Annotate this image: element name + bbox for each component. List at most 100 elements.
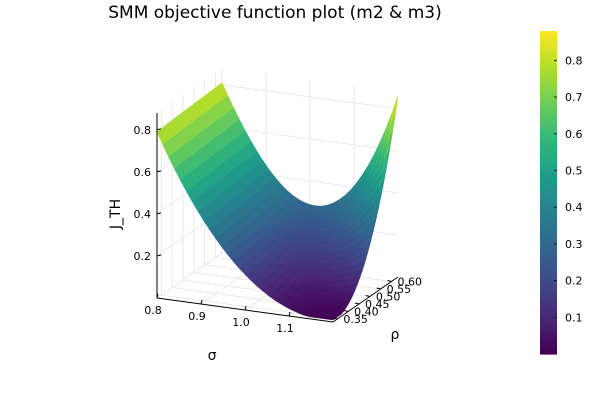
colorbar-segment [540, 235, 557, 239]
colorbar-segment [540, 200, 557, 204]
colorbar-segment [540, 119, 557, 124]
colorbar-segment [540, 31, 557, 35]
colorbar-segment [540, 135, 557, 140]
colorbar-segment [540, 351, 557, 355]
colorbar-segment [540, 87, 557, 91]
colorbar-segment [540, 189, 557, 194]
z-tick-mark [156, 128, 162, 131]
colorbar-segment [540, 208, 557, 212]
colorbar-segment [540, 348, 557, 352]
colorbar-segment [540, 170, 557, 175]
colorbar-segment [540, 44, 557, 48]
colorbar-segment [540, 302, 557, 307]
x-tick-label: 1.0 [232, 316, 250, 329]
colorbar-tick-label: 0.7 [565, 91, 583, 104]
z-tick-mark [156, 170, 162, 173]
colorbar-segment [540, 335, 557, 339]
colorbar-segment [540, 275, 557, 280]
colorbar-segment [540, 55, 557, 59]
colorbar-segment [540, 154, 557, 159]
colorbar-segment [540, 39, 557, 43]
colorbar-segment [540, 100, 557, 105]
colorbar-segment [540, 262, 557, 266]
colorbar-segment [540, 103, 557, 107]
surface-layer [156, 82, 399, 321]
colorbar-segment [540, 257, 557, 261]
axis-layer: 0.8 0.9 1.0 1.1 0.350.400.450.500.550.60 0.2 0… [134, 113, 422, 335]
colorbar-segment [540, 176, 557, 180]
colorbar-tick-label: 0.2 [565, 275, 583, 288]
colorbar-segment [540, 273, 557, 277]
colorbar-segment [540, 332, 557, 336]
colorbar-segment [540, 60, 557, 64]
colorbar-tick-label: 0.5 [565, 164, 583, 177]
z-tick-mark [156, 254, 162, 257]
colorbar-segment [540, 232, 557, 237]
colorbar-tick-label: 0.3 [565, 238, 583, 251]
colorbar-segment [540, 300, 557, 304]
y-tick-label: 0.55 [387, 283, 412, 296]
colorbar-segment [540, 41, 557, 46]
colorbar-segment [540, 52, 557, 56]
colorbar-segment [540, 125, 557, 129]
colorbar-segment [540, 36, 557, 40]
colorbar-segment [540, 95, 557, 99]
colorbar-segment [540, 181, 557, 186]
colorbar-segment [540, 141, 557, 145]
colorbar-segment [540, 249, 557, 253]
x-axis-label: σ [208, 348, 217, 364]
colorbar-segment [540, 149, 557, 153]
colorbar-tick-label: 0.4 [565, 201, 583, 214]
colorbar-segment [540, 345, 557, 350]
colorbar-segment [540, 195, 557, 199]
colorbar-segment [540, 270, 557, 274]
z-axis-label: J_TH [108, 199, 124, 230]
colorbar-segment [540, 211, 557, 215]
y-tick-label: 0.40 [354, 306, 379, 319]
colorbar-segment [540, 192, 557, 196]
colorbar-segment [540, 71, 557, 75]
colorbar-segment [540, 68, 557, 72]
y-tick-label: 0.45 [365, 298, 390, 311]
colorbar-segment [540, 184, 557, 188]
colorbar-segment [540, 340, 557, 344]
colorbar-segment [540, 111, 557, 116]
colorbar-segment [540, 214, 557, 218]
x-tick-mark [244, 305, 247, 311]
y-tick-label: 0.35 [343, 313, 368, 326]
colorbar-segment [540, 76, 557, 81]
x-tick-label: 0.8 [144, 304, 162, 317]
colorbar-segment [540, 109, 557, 113]
colorbar-segment [540, 343, 557, 347]
colorbar-segment [540, 222, 557, 226]
colorbar-segment [540, 84, 557, 89]
colorbar-segment [540, 294, 557, 299]
z-tick-mark [156, 212, 162, 215]
grid-line-y [160, 110, 338, 320]
colorbar-tick-label: 0.1 [565, 311, 583, 324]
colorbar-segment [540, 324, 557, 328]
colorbar-segment [540, 216, 557, 221]
colorbar-segment [540, 219, 557, 223]
y-tick-label: 0.50 [376, 291, 401, 304]
colorbar-segment [540, 92, 557, 97]
colorbar-segment [540, 308, 557, 312]
colorbar-segment [540, 327, 557, 331]
colorbar-segment [540, 251, 557, 256]
colorbar-segment [540, 289, 557, 293]
colorbar-segment [540, 224, 557, 229]
colorbar-segment [540, 281, 557, 285]
colorbar-segment [540, 90, 557, 94]
colorbar-segment [540, 65, 557, 70]
colorbar-segment [540, 117, 557, 121]
colorbar-segment [540, 284, 557, 288]
colorbar-segment [540, 313, 557, 317]
colorbar-segment [540, 49, 557, 54]
colorbar-segment [540, 152, 557, 156]
colorbar-segment [540, 205, 557, 210]
colorbar-segment [540, 187, 557, 191]
colorbar-segment [540, 74, 557, 78]
colorbar-segment [540, 144, 557, 148]
colorbar-segment [540, 305, 557, 309]
